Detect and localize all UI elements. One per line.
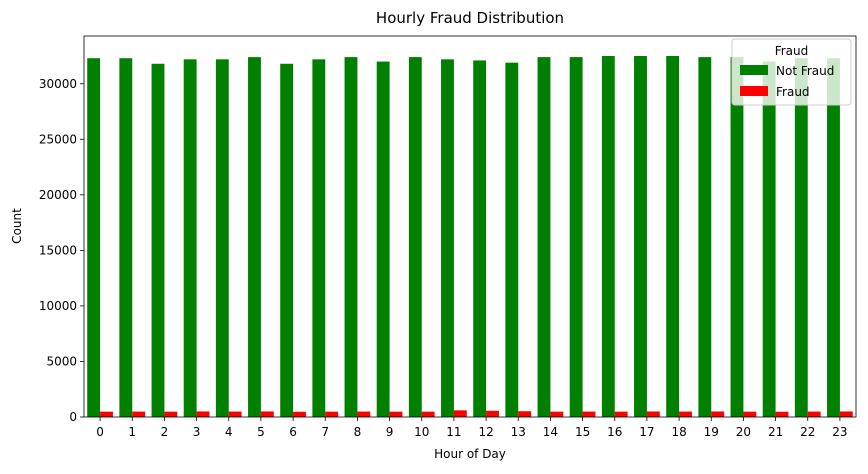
bar-not-fraud-hour-11 xyxy=(441,59,454,417)
bar-fraud-hour-0 xyxy=(100,411,113,417)
x-tick-label: 2 xyxy=(161,425,169,439)
x-tick-label: 19 xyxy=(704,425,719,439)
x-tick-label: 7 xyxy=(321,425,329,439)
bar-not-fraud-hour-4 xyxy=(215,59,229,417)
bar-not-fraud-hour-22 xyxy=(794,58,808,417)
bar-fraud-hour-19 xyxy=(711,411,725,417)
x-tick-label: 14 xyxy=(543,425,558,439)
legend-swatch xyxy=(740,65,768,75)
bar-fraud-hour-2 xyxy=(164,411,178,417)
bar-not-fraud-hour-21 xyxy=(762,61,776,418)
plot-area xyxy=(83,35,857,418)
x-tick-label: 9 xyxy=(386,425,394,439)
y-tick-label: 30000 xyxy=(39,77,77,91)
bar-fraud-hour-16 xyxy=(614,411,628,417)
plot-frame xyxy=(83,35,857,418)
x-tick-label: 16 xyxy=(607,425,622,439)
bar-fraud-hour-6 xyxy=(293,411,306,417)
y-axis-label: Count xyxy=(10,208,24,244)
x-tick-label: 8 xyxy=(354,425,362,439)
x-axis: 0 1 2 3 4 5 6 7 8 9 10 11 12 13 14 15 16 17 18 19 20 21 22 23 xyxy=(96,417,848,439)
bar-fraud-hour-9 xyxy=(389,411,403,417)
bar-not-fraud-hour-7 xyxy=(312,59,326,417)
bar-fraud-hour-17 xyxy=(646,411,660,417)
bar-not-fraud-hour-10 xyxy=(408,57,422,418)
chart-title: Hourly Fraud Distribution xyxy=(376,9,564,27)
x-tick-label: 4 xyxy=(225,425,233,439)
bar-fraud-hour-20 xyxy=(743,411,757,417)
bar-not-fraud-hour-3 xyxy=(183,59,197,417)
bar-fraud-hour-4 xyxy=(228,411,242,417)
x-tick-label: 3 xyxy=(193,425,201,439)
bar-not-fraud-hour-23 xyxy=(827,58,840,417)
bar-fraud-hour-1 xyxy=(132,411,146,417)
bar-not-fraud-hour-9 xyxy=(376,61,390,418)
y-tick-label: 15000 xyxy=(39,243,77,257)
legend-swatch xyxy=(740,86,768,96)
x-tick-label: 17 xyxy=(639,425,654,439)
bar-fraud-hour-5 xyxy=(260,411,274,417)
x-tick-label: 15 xyxy=(575,425,590,439)
legend-label: Fraud xyxy=(776,85,810,99)
bar-not-fraud-hour-0 xyxy=(87,58,101,417)
bar-fraud-hour-3 xyxy=(196,411,210,417)
bar-fraud-hour-18 xyxy=(679,411,692,417)
x-axis-label: Hour of Day xyxy=(434,447,506,461)
y-tick-label: 20000 xyxy=(39,188,77,202)
bar-not-fraud-hour-13 xyxy=(505,62,519,417)
bar-fraud-hour-8 xyxy=(357,411,371,417)
x-tick-label: 1 xyxy=(128,425,136,439)
bar-fraud-hour-13 xyxy=(518,411,532,417)
x-tick-label: 13 xyxy=(511,425,526,439)
x-tick-label: 11 xyxy=(446,425,461,439)
y-tick-label: 0 xyxy=(69,410,77,424)
legend-label: Not Fraud xyxy=(776,64,834,78)
x-tick-label: 10 xyxy=(414,425,429,439)
bar-fraud-hour-15 xyxy=(582,411,596,417)
bar-fraud-hour-21 xyxy=(775,411,789,417)
bar-not-fraud-hour-15 xyxy=(569,57,583,418)
bar-not-fraud-hour-6 xyxy=(280,63,294,417)
bar-not-fraud-hour-5 xyxy=(248,57,261,418)
legend: Fraud Not Fraud Fraud xyxy=(731,38,852,106)
x-tick-label: 23 xyxy=(832,425,847,439)
bar-not-fraud-hour-14 xyxy=(537,57,551,418)
y-tick-label: 5000 xyxy=(46,354,77,368)
y-tick-label: 25000 xyxy=(39,132,77,146)
x-tick-label: 5 xyxy=(257,425,265,439)
bar-fraud-hour-7 xyxy=(325,411,339,417)
x-tick-label: 0 xyxy=(96,425,104,439)
bar-fraud-hour-23 xyxy=(839,411,853,417)
y-axis: 0 5000 10000 15000 20000 25000 30000 xyxy=(39,77,84,424)
x-tick-label: 21 xyxy=(768,425,783,439)
x-tick-label: 12 xyxy=(478,425,493,439)
bar-not-fraud-hour-12 xyxy=(473,60,487,417)
bar-fraud-hour-10 xyxy=(421,411,435,417)
bar-fraud-hour-14 xyxy=(550,411,564,417)
bar-fraud-hour-11 xyxy=(453,410,467,417)
bar-fraud-hour-12 xyxy=(486,410,499,417)
bar-not-fraud-hour-16 xyxy=(601,55,615,417)
bar-fraud-hour-22 xyxy=(807,411,821,417)
x-tick-label: 18 xyxy=(671,425,686,439)
bar-not-fraud-hour-18 xyxy=(666,55,680,417)
bar-not-fraud-hour-17 xyxy=(634,55,647,417)
bar-not-fraud-hour-8 xyxy=(344,57,358,418)
legend-title: Fraud xyxy=(775,44,809,58)
y-tick-label: 10000 xyxy=(39,299,77,313)
x-tick-label: 20 xyxy=(736,425,751,439)
x-tick-label: 6 xyxy=(289,425,297,439)
bar-not-fraud-hour-2 xyxy=(151,63,165,417)
bar-not-fraud-hour-1 xyxy=(119,58,133,417)
x-tick-label: 22 xyxy=(800,425,815,439)
bar-not-fraud-hour-19 xyxy=(698,57,712,418)
bar-not-fraud-hour-20 xyxy=(730,57,744,418)
